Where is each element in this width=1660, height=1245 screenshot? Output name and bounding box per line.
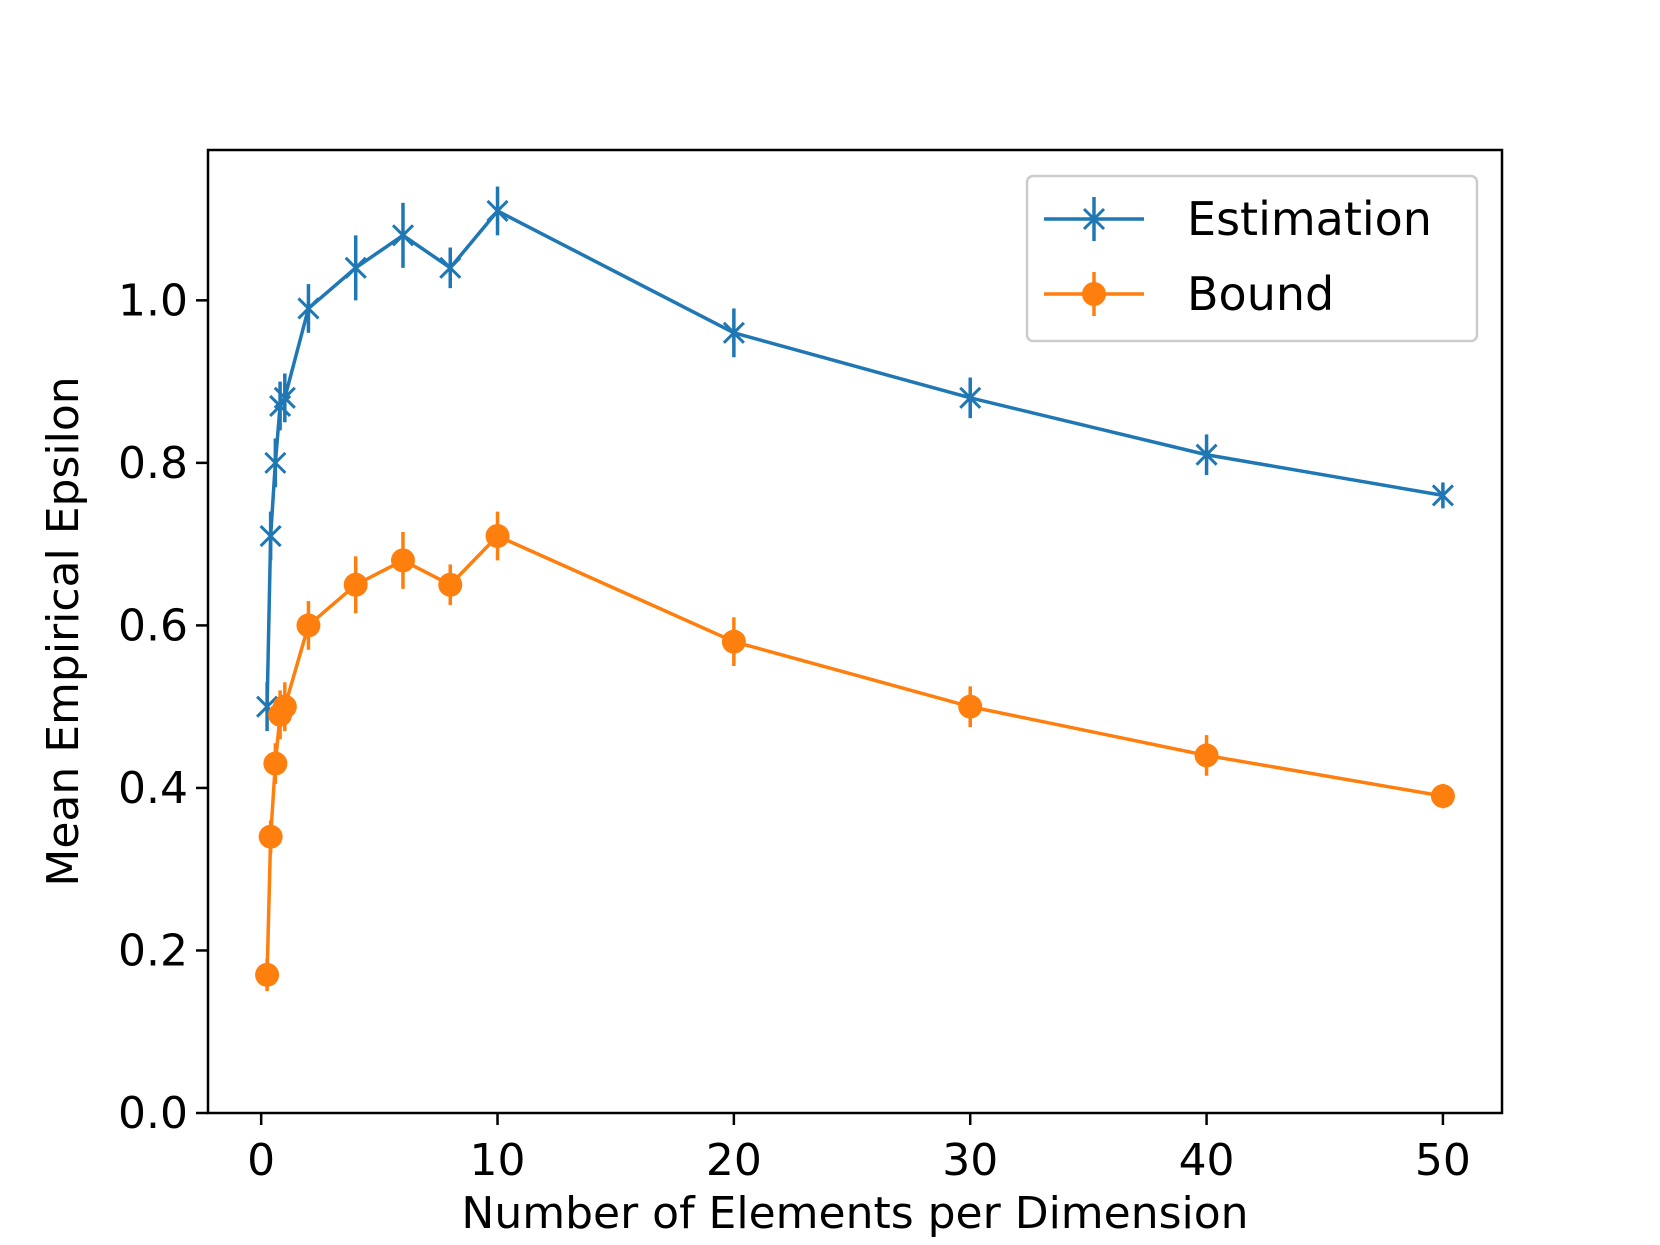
y-tick-label: 0.6 bbox=[118, 600, 188, 651]
data-point-estimation bbox=[264, 449, 287, 476]
legend-entry-bound bbox=[1044, 272, 1144, 316]
data-point-bound bbox=[258, 824, 283, 849]
y-tick-label: 0.0 bbox=[118, 1088, 188, 1139]
y-tick-label: 0.8 bbox=[118, 438, 188, 489]
series-estimation bbox=[256, 186, 1454, 732]
data-point-bound bbox=[1430, 784, 1455, 809]
legend-marker bbox=[1082, 282, 1106, 306]
data-point-estimation bbox=[297, 295, 320, 322]
data-point-bound bbox=[958, 694, 983, 719]
data-point-estimation bbox=[722, 319, 745, 346]
data-point-bound bbox=[438, 572, 463, 597]
data-point-estimation bbox=[959, 384, 982, 411]
legend-label-bound: Bound bbox=[1187, 267, 1334, 321]
data-point-bound bbox=[390, 548, 415, 573]
data-point-bound bbox=[255, 962, 280, 987]
series-bound bbox=[255, 511, 1455, 992]
data-point-bound bbox=[1194, 743, 1219, 768]
data-point-estimation bbox=[1195, 441, 1218, 468]
x-tick-label: 10 bbox=[470, 1135, 526, 1186]
plot-frame bbox=[206, 148, 1504, 1115]
series-line-bound bbox=[265, 534, 1444, 975]
x-tick-label: 0 bbox=[247, 1135, 275, 1186]
x-tick-label: 20 bbox=[706, 1135, 762, 1186]
legend-entry-estimation bbox=[1044, 197, 1144, 241]
data-point-bound bbox=[343, 572, 368, 597]
data-point-estimation bbox=[486, 197, 509, 224]
y-tick-label: 0.2 bbox=[118, 925, 188, 976]
y-tick-label: 1.0 bbox=[118, 275, 188, 326]
legend: Estimation Bound bbox=[1025, 174, 1479, 343]
legend-label-estimation: Estimation bbox=[1187, 192, 1432, 246]
y-axis-label: Mean Empirical Epsilon bbox=[38, 376, 89, 886]
x-tick-label: 30 bbox=[942, 1135, 998, 1186]
data-point-bound bbox=[263, 751, 288, 776]
data-point-bound bbox=[296, 613, 321, 638]
data-point-estimation bbox=[391, 222, 415, 249]
data-point-estimation bbox=[1431, 482, 1454, 509]
data-point-estimation bbox=[344, 254, 367, 281]
data-point-bound bbox=[485, 524, 510, 549]
data-point-estimation bbox=[259, 523, 282, 550]
legend-marker bbox=[1082, 206, 1106, 232]
data-point-bound bbox=[721, 629, 746, 654]
x-tick-label: 40 bbox=[1179, 1135, 1235, 1186]
y-tick-label: 0.4 bbox=[118, 763, 188, 814]
x-tick-label: 50 bbox=[1415, 1135, 1471, 1186]
data-point-estimation bbox=[273, 384, 296, 411]
data-point-estimation bbox=[439, 254, 462, 281]
x-axis-label: Number of Elements per Dimension bbox=[461, 1188, 1248, 1239]
data-point-bound bbox=[272, 694, 297, 719]
